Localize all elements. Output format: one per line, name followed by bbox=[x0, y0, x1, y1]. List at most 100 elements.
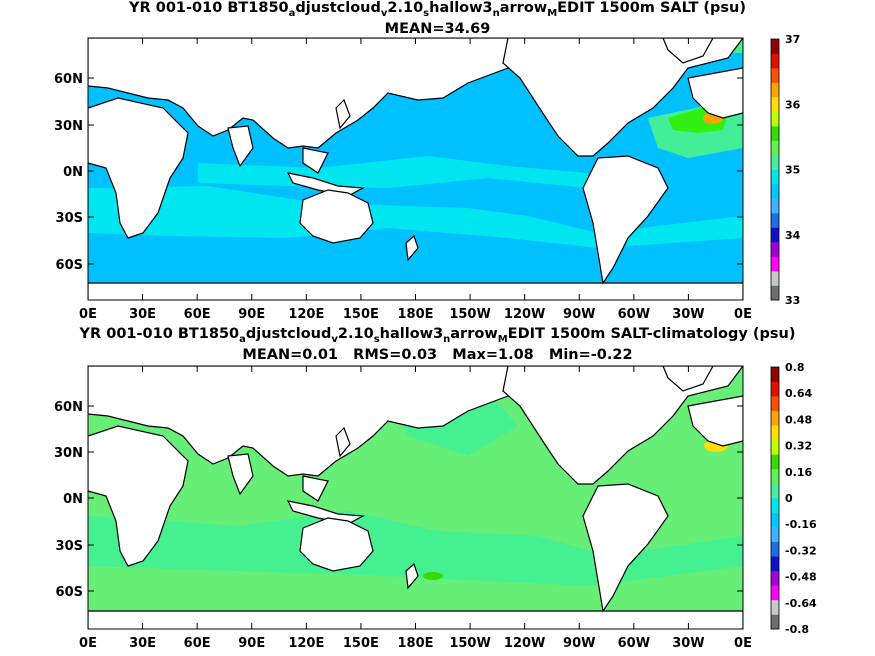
anomaly-south-spot bbox=[423, 572, 443, 580]
colorbar-swatch bbox=[771, 184, 779, 199]
colorbar-swatch bbox=[771, 381, 779, 397]
colorbar-swatch bbox=[771, 527, 779, 542]
panel1-colorbar: 37 36 35 34 33 bbox=[770, 33, 801, 307]
lat-label: 0N bbox=[63, 165, 83, 180]
panel2-title: YR 001-010 BT1850adjustcloudv2.10shallow… bbox=[79, 326, 796, 345]
colorbar-frame bbox=[770, 366, 780, 630]
colorbar-label: 0.48 bbox=[785, 413, 812, 426]
colorbar-label: 0.32 bbox=[785, 440, 812, 453]
lon-label: 0E bbox=[79, 307, 97, 322]
colorbar-swatch bbox=[771, 483, 779, 499]
lon-label: 120W bbox=[504, 636, 545, 651]
colorbar-swatch bbox=[771, 213, 779, 228]
colorbar-label: 0.64 bbox=[785, 387, 812, 400]
lon-label: 120E bbox=[288, 636, 324, 651]
lon-label: 150E bbox=[343, 636, 379, 651]
colorbar-swatch bbox=[771, 498, 779, 513]
lon-label: 60E bbox=[184, 636, 211, 651]
colorbar-label: 0.8 bbox=[785, 361, 805, 374]
colorbar-label: -0.16 bbox=[785, 518, 817, 531]
colorbar-swatch bbox=[771, 396, 779, 411]
colorbar-swatch bbox=[771, 614, 779, 630]
colorbar-swatch bbox=[771, 53, 779, 69]
colorbar-swatch bbox=[771, 367, 779, 382]
lat-label: 60S bbox=[56, 258, 83, 273]
colorbar-swatch bbox=[771, 271, 779, 286]
lon-label: 60W bbox=[618, 307, 650, 322]
colorbar-frame bbox=[770, 38, 780, 301]
colorbar-swatch bbox=[771, 425, 779, 441]
colorbar-label: 37 bbox=[785, 33, 800, 46]
colorbar-swatch bbox=[771, 512, 779, 528]
colorbar-swatch bbox=[771, 126, 779, 141]
colorbar-swatch bbox=[771, 198, 779, 214]
panel1-stats: MEAN=34.69 bbox=[384, 21, 491, 37]
lon-label: 0E bbox=[79, 636, 97, 651]
colorbar-swatch bbox=[771, 169, 779, 185]
panel2-colorbar: 0.8 0.64 0.48 0.32 0.16 0 -0.16 -0.32 -0.48 -0.64… bbox=[770, 361, 817, 636]
lon-label: 150W bbox=[449, 636, 490, 651]
salinity-anomaly-map bbox=[88, 366, 743, 629]
colorbar-swatch bbox=[771, 155, 779, 170]
lon-label: 30E bbox=[129, 307, 156, 322]
colorbar-swatch bbox=[771, 556, 779, 572]
colorbar-label: 0.16 bbox=[785, 466, 812, 479]
lon-label: 60W bbox=[618, 636, 650, 651]
salinity-band-south bbox=[88, 186, 743, 248]
lat-label: 0N bbox=[63, 492, 83, 507]
colorbar-swatch bbox=[771, 585, 779, 601]
lat-label: 30S bbox=[56, 539, 83, 554]
panel2-stats: MEAN=0.01 RMS=0.03 Max=1.08 Min=-0.22 bbox=[242, 347, 633, 363]
colorbar-swatch bbox=[771, 285, 779, 301]
colorbar-swatch bbox=[771, 39, 779, 54]
lon-label: 30E bbox=[129, 636, 156, 651]
colorbar-swatch bbox=[771, 256, 779, 272]
panel1-axes: 0E 30E 60E 90E 120E 150E 180E 150W 120W 90W 60W 30W… bbox=[54, 38, 752, 322]
lon-label: 90W bbox=[563, 636, 595, 651]
lon-label: 60E bbox=[184, 307, 211, 322]
colorbar-swatch bbox=[771, 468, 779, 484]
colorbar-swatch bbox=[771, 242, 779, 257]
colorbar-label: 33 bbox=[785, 294, 800, 307]
lat-label: 30N bbox=[54, 119, 83, 134]
colorbar-label: -0.8 bbox=[785, 623, 809, 636]
lon-label: 90E bbox=[238, 636, 265, 651]
lon-label: 120W bbox=[504, 307, 545, 322]
colorbar-swatch bbox=[771, 82, 779, 98]
colorbar-label: 35 bbox=[785, 164, 800, 177]
lon-label: 90E bbox=[238, 307, 265, 322]
colorbar-swatch bbox=[771, 599, 779, 615]
lat-label: 60S bbox=[56, 585, 83, 600]
colorbar-swatch bbox=[771, 410, 779, 426]
colorbar-swatch bbox=[771, 541, 779, 557]
colorbar-label: 36 bbox=[785, 98, 801, 111]
colorbar-swatch bbox=[771, 570, 779, 586]
colorbar-swatch bbox=[771, 227, 779, 243]
colorbar-swatch bbox=[771, 140, 779, 156]
lon-label: 90W bbox=[563, 307, 595, 322]
lat-label: 30N bbox=[54, 446, 83, 461]
colorbar-swatch bbox=[771, 68, 779, 83]
lat-label: 30S bbox=[56, 211, 83, 226]
panel1-title: YR 001-010 BT1850adjustcloudv2.10shallow… bbox=[129, 0, 746, 19]
colorbar-label: 0 bbox=[785, 492, 793, 505]
colorbar-swatch bbox=[771, 97, 779, 112]
colorbar-swatch bbox=[771, 439, 779, 455]
lon-label: 0E bbox=[734, 307, 752, 322]
lon-label: 30W bbox=[672, 307, 704, 322]
lat-label: 60N bbox=[54, 400, 83, 415]
colorbar-swatch bbox=[771, 454, 779, 470]
colorbar-swatch bbox=[771, 111, 779, 127]
panel2-axes: 0E 30E 60E 90E 120E 150E 180E 150W 120W 90W 60W 30W… bbox=[54, 366, 752, 651]
lon-label: 0E bbox=[734, 636, 752, 651]
colorbar-label: -0.32 bbox=[785, 544, 817, 557]
colorbar-label: -0.64 bbox=[785, 597, 817, 610]
colorbar-label: 34 bbox=[785, 229, 801, 242]
lat-label: 60N bbox=[54, 72, 83, 87]
lon-label: 30W bbox=[672, 636, 704, 651]
lon-label: 150E bbox=[343, 307, 379, 322]
lon-label: 120E bbox=[288, 307, 324, 322]
anomaly-band bbox=[88, 511, 743, 586]
lon-label: 180E bbox=[397, 307, 433, 322]
